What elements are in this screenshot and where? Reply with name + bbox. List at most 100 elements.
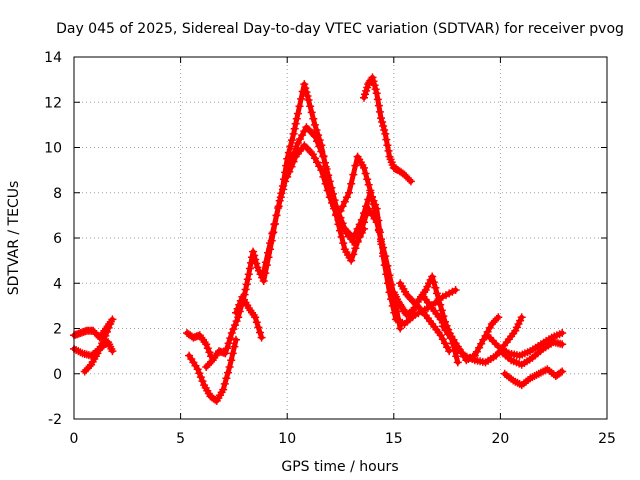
data-point-marker [228, 349, 237, 358]
data-point-marker [347, 179, 356, 188]
data-point-marker [433, 289, 441, 298]
data-point-marker [281, 177, 290, 186]
data-point-marker [558, 329, 567, 337]
series-trace-g [232, 292, 266, 342]
data-point-marker [302, 88, 311, 97]
data-point-marker [227, 329, 236, 337]
data-point-marker [396, 324, 405, 333]
data-point-marker [321, 179, 330, 188]
data-point-marker [310, 132, 319, 141]
data-point-marker [385, 279, 394, 288]
data-point-marker [198, 377, 207, 386]
data-point-marker [368, 73, 377, 82]
x-axis-label: GPS time / hours [281, 459, 398, 475]
data-point-marker [429, 278, 438, 287]
data-point-marker [293, 109, 302, 118]
data-point-marker [379, 249, 388, 258]
data-point-marker [383, 270, 392, 279]
data-point-marker [203, 344, 212, 353]
data-point-marker [309, 114, 318, 123]
data-point-marker [369, 77, 378, 86]
data-point-marker [222, 374, 231, 383]
data-point-marker [375, 107, 384, 116]
y-tick-label: 14 [44, 50, 62, 66]
series-trace-r [500, 365, 567, 390]
data-point-marker [242, 280, 251, 289]
data-point-marker [372, 89, 381, 98]
x-tick-label: 10 [278, 431, 296, 447]
data-point-marker [355, 220, 364, 229]
data-point-marker [108, 347, 117, 356]
x-tick-label: 0 [70, 431, 79, 447]
data-point-marker [274, 202, 283, 211]
data-point-marker [378, 118, 387, 126]
data-point-marker [224, 339, 233, 348]
data-point-marker [241, 285, 250, 294]
data-point-marker [336, 206, 345, 215]
data-point-marker [369, 200, 378, 209]
data-point-marker [384, 146, 393, 155]
data-point-marker [99, 335, 108, 344]
data-point-marker [251, 255, 260, 264]
data-point-marker [252, 318, 261, 327]
data-point-marker [360, 224, 368, 233]
data-point-marker [224, 368, 232, 377]
data-point-marker [332, 210, 341, 219]
x-tick-label: 20 [491, 431, 509, 447]
y-axis-label: SDTVAR / TECUs [6, 181, 22, 296]
data-point-marker [232, 335, 240, 344]
data-point-marker [556, 368, 565, 377]
data-point-marker [104, 323, 113, 332]
grid [74, 57, 607, 419]
data-point-marker [195, 369, 204, 378]
data-point-marker [250, 251, 259, 260]
data-point-marker [374, 225, 383, 234]
data-point-marker [360, 163, 368, 172]
series-trace-c [80, 320, 115, 376]
data-point-marker [297, 94, 306, 103]
data-point-marker [338, 202, 347, 211]
data-point-marker [342, 193, 351, 202]
data-point-marker [310, 120, 319, 129]
data-point-marker [382, 135, 391, 144]
series-trace-h [259, 123, 460, 328]
data-point-marker [291, 119, 300, 128]
data-point-marker [370, 81, 379, 90]
data-point-marker [225, 363, 234, 371]
data-point-marker [259, 267, 268, 276]
data-point-marker [317, 166, 326, 175]
data-point-marker [256, 328, 264, 337]
data-point-marker [390, 308, 399, 317]
data-point-marker [266, 239, 275, 248]
data-point-marker [494, 313, 503, 322]
data-point-marker [287, 162, 296, 171]
data-point-marker [106, 320, 115, 328]
y-tick-label: 0 [53, 367, 62, 383]
data-point-marker [103, 327, 111, 336]
data-point-marker [349, 170, 358, 179]
data-point-marker [381, 129, 390, 138]
data-point-marker [373, 95, 382, 104]
data-point-marker [226, 334, 235, 343]
data-point-marker [319, 172, 328, 181]
data-point-marker [405, 175, 414, 184]
data-point-marker [315, 142, 324, 151]
data-point-marker [223, 344, 231, 353]
data-point-marker [323, 186, 332, 195]
data-point-marker [101, 331, 110, 340]
series-trace-f [202, 80, 405, 371]
data-point-marker [259, 277, 268, 285]
data-point-marker [234, 313, 243, 322]
data-point-marker [345, 188, 353, 197]
data-point-marker [306, 102, 315, 111]
data-point-marker [361, 169, 370, 178]
data-point-marker [233, 304, 242, 313]
plot-frame [73, 56, 608, 420]
data-point-marker [235, 300, 244, 309]
data-point-marker [325, 193, 334, 202]
data-point-marker [322, 165, 331, 173]
data-point-marker [366, 186, 375, 195]
data-point-marker [229, 325, 238, 334]
data-point-marker [232, 308, 240, 317]
